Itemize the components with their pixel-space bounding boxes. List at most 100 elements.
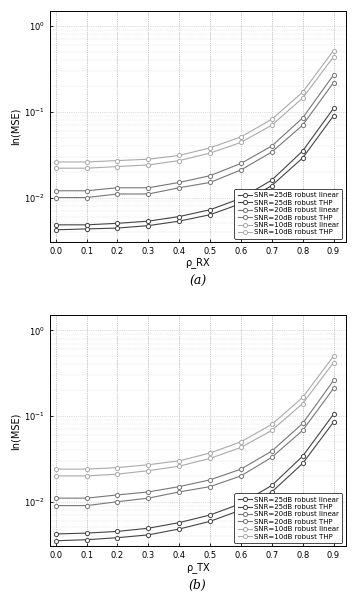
SNR=20dB robust linear (115, 491, 120, 499)
SNR=25dB robust linear (208, 206, 212, 214)
SNR=10dB robust linear (146, 461, 151, 469)
SNR=10dB robust THP (54, 472, 58, 479)
SNR=10dB robust linear (85, 158, 89, 166)
Legend: SNR=25dB robust linear, SNR=25dB robust THP, SNR=20dB robust linear, SNR=20dB ro: SNR=25dB robust linear, SNR=25dB robust … (235, 189, 342, 239)
SNR=25dB robust THP (146, 531, 151, 538)
SNR=20dB robust linear (177, 179, 181, 186)
SNR=25dB robust linear (85, 221, 89, 229)
SNR=10dB robust THP (177, 157, 181, 164)
SNR=10dB robust linear (331, 353, 336, 360)
SNR=25dB robust THP (85, 226, 89, 233)
SNR=25dB robust linear (331, 105, 336, 112)
SNR=20dB robust THP (146, 494, 151, 502)
SNR=10dB robust THP (208, 455, 212, 462)
SNR=20dB robust linear (208, 476, 212, 484)
SNR=10dB robust linear (146, 155, 151, 163)
SNR=10dB robust linear (177, 152, 181, 159)
SNR=25dB robust THP (270, 182, 274, 189)
SNR=20dB robust THP (331, 79, 336, 86)
SNR=20dB robust THP (301, 427, 305, 434)
X-axis label: ρ_TX: ρ_TX (186, 562, 210, 572)
SNR=25dB robust linear (54, 530, 58, 538)
SNR=25dB robust linear (85, 529, 89, 536)
Y-axis label: ln(MSE): ln(MSE) (11, 412, 21, 449)
SNR=20dB robust linear (331, 71, 336, 79)
SNR=10dB robust THP (301, 400, 305, 407)
SNR=10dB robust THP (208, 149, 212, 157)
SNR=10dB robust linear (115, 464, 120, 471)
SNR=10dB robust linear (208, 144, 212, 151)
SNR=20dB robust linear (177, 483, 181, 490)
SNR=20dB robust linear (270, 448, 274, 455)
SNR=10dB robust THP (85, 472, 89, 479)
SNR=25dB robust linear (270, 482, 274, 489)
SNR=10dB robust linear (239, 133, 243, 140)
SNR=20dB robust linear (208, 172, 212, 179)
SNR=25dB robust THP (331, 418, 336, 425)
Text: (a): (a) (189, 275, 206, 287)
SNR=20dB robust THP (85, 502, 89, 509)
SNR=10dB robust THP (85, 164, 89, 172)
SNR=20dB robust linear (146, 488, 151, 496)
SNR=25dB robust linear (239, 194, 243, 202)
SNR=25dB robust THP (146, 222, 151, 229)
SNR=25dB robust linear (301, 452, 305, 460)
SNR=10dB robust THP (115, 470, 120, 478)
SNR=20dB robust THP (301, 122, 305, 129)
Line: SNR=25dB robust THP: SNR=25dB robust THP (54, 113, 336, 232)
SNR=10dB robust linear (301, 394, 305, 401)
SNR=25dB robust THP (239, 200, 243, 207)
SNR=20dB robust THP (208, 483, 212, 490)
Line: SNR=20dB robust THP: SNR=20dB robust THP (54, 80, 336, 200)
SNR=10dB robust THP (146, 161, 151, 169)
Line: SNR=20dB robust linear: SNR=20dB robust linear (54, 73, 336, 193)
Line: SNR=10dB robust THP: SNR=10dB robust THP (54, 55, 336, 170)
SNR=10dB robust linear (270, 116, 274, 123)
SNR=25dB robust THP (177, 526, 181, 533)
SNR=10dB robust linear (239, 438, 243, 445)
SNR=10dB robust linear (301, 89, 305, 96)
Legend: SNR=25dB robust linear, SNR=25dB robust THP, SNR=20dB robust linear, SNR=20dB ro: SNR=25dB robust linear, SNR=25dB robust … (235, 493, 342, 543)
SNR=25dB robust THP (331, 112, 336, 119)
SNR=10dB robust THP (239, 139, 243, 146)
SNR=25dB robust THP (301, 460, 305, 467)
SNR=25dB robust linear (208, 511, 212, 518)
X-axis label: ρ_RX: ρ_RX (185, 257, 210, 268)
Line: SNR=25dB robust linear: SNR=25dB robust linear (54, 106, 336, 227)
SNR=10dB robust linear (115, 157, 120, 164)
SNR=25dB robust linear (146, 218, 151, 225)
SNR=20dB robust linear (146, 184, 151, 191)
SNR=10dB robust THP (331, 359, 336, 366)
SNR=20dB robust THP (331, 385, 336, 392)
SNR=25dB robust THP (270, 488, 274, 496)
SNR=20dB robust linear (54, 187, 58, 194)
SNR=25dB robust linear (301, 148, 305, 155)
SNR=25dB robust linear (239, 500, 243, 507)
SNR=25dB robust linear (331, 410, 336, 418)
SNR=10dB robust THP (270, 122, 274, 129)
Line: SNR=20dB robust linear: SNR=20dB robust linear (54, 379, 336, 500)
SNR=20dB robust linear (331, 377, 336, 384)
SNR=10dB robust THP (177, 463, 181, 470)
SNR=25dB robust linear (115, 528, 120, 535)
SNR=10dB robust THP (301, 94, 305, 101)
SNR=25dB robust linear (115, 220, 120, 227)
SNR=25dB robust THP (177, 218, 181, 225)
SNR=25dB robust linear (270, 176, 274, 184)
Line: SNR=25dB robust linear: SNR=25dB robust linear (54, 412, 336, 536)
SNR=20dB robust linear (115, 184, 120, 191)
SNR=20dB robust linear (270, 142, 274, 149)
SNR=20dB robust linear (301, 420, 305, 427)
SNR=20dB robust THP (177, 488, 181, 496)
SNR=10dB robust THP (146, 467, 151, 475)
SNR=20dB robust THP (208, 179, 212, 186)
SNR=25dB robust THP (85, 536, 89, 544)
SNR=25dB robust THP (54, 226, 58, 233)
SNR=20dB robust THP (177, 184, 181, 191)
SNR=20dB robust linear (85, 187, 89, 194)
SNR=20dB robust THP (270, 148, 274, 155)
SNR=10dB robust linear (331, 47, 336, 54)
SNR=20dB robust THP (54, 502, 58, 509)
SNR=25dB robust linear (54, 221, 58, 229)
SNR=10dB robust linear (54, 466, 58, 473)
